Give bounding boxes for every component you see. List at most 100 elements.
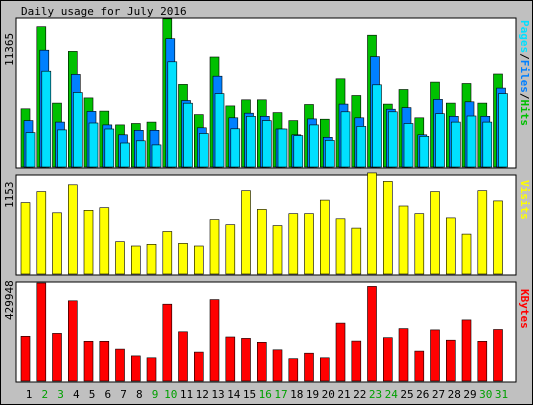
bar-kbytes-day-24 [382, 337, 393, 382]
x-label-day-19: 19 [306, 388, 319, 401]
bar-kbytes-day-4 [68, 300, 78, 382]
bar-visits-day-30 [477, 190, 488, 275]
x-label-day-15: 15 [243, 388, 256, 401]
bar-pages-day-5 [88, 122, 99, 168]
x-label-day-20: 20 [322, 388, 335, 401]
bar-visits-day-3 [52, 212, 62, 275]
bar-kbytes-day-11 [178, 331, 188, 382]
bar-pages-day-2 [41, 70, 52, 168]
bar-pages-day-31 [498, 93, 508, 168]
legend-pages: Pages [518, 20, 531, 53]
bar-kbytes-day-6 [99, 340, 110, 382]
bar-kbytes-day-12 [194, 351, 204, 382]
bar-pages-day-19 [309, 124, 319, 168]
bar-kbytes-day-13 [209, 299, 220, 382]
bar-visits-day-21 [335, 218, 346, 275]
bar-visits-day-12 [194, 245, 204, 275]
bar-kbytes-day-10 [162, 303, 173, 382]
bar-pages-day-7 [120, 142, 130, 168]
bar-kbytes-day-19 [304, 352, 314, 382]
hits-ymax-label: 11365 [3, 33, 16, 66]
bar-pages-day-15 [246, 116, 256, 168]
x-label-day-21: 21 [337, 388, 350, 401]
bar-pages-day-17 [277, 128, 288, 168]
bars-layer [20, 18, 508, 382]
bar-pages-day-11 [183, 102, 193, 168]
bar-pages-day-29 [466, 115, 477, 168]
bar-pages-day-12 [199, 133, 209, 168]
x-label-day-2: 2 [41, 388, 48, 401]
bar-pages-day-20 [324, 140, 335, 168]
bar-kbytes-day-17 [272, 349, 283, 382]
bar-pages-day-25 [403, 123, 414, 168]
bar-visits-day-1 [20, 202, 31, 275]
x-label-day-31: 31 [495, 388, 508, 401]
x-label-day-29: 29 [463, 388, 476, 401]
x-label-day-7: 7 [120, 388, 127, 401]
bar-pages-day-13 [214, 93, 225, 168]
bar-visits-day-15 [241, 190, 251, 275]
x-label-day-14: 14 [227, 388, 241, 401]
bar-pages-day-6 [104, 128, 115, 168]
x-label-day-4: 4 [73, 388, 80, 401]
bar-visits-day-14 [225, 224, 236, 275]
bar-kbytes-day-8 [131, 355, 141, 382]
bar-pages-day-26 [419, 136, 430, 168]
legend-top: Pages/Files/Hits [518, 20, 531, 126]
bar-visits-day-10 [162, 231, 173, 275]
bar-pages-day-30 [482, 121, 493, 168]
x-label-day-27: 27 [432, 388, 445, 401]
bar-kbytes-day-29 [461, 319, 472, 382]
bar-visits-day-2 [36, 191, 47, 275]
legend-kbytes: KBytes [518, 289, 531, 329]
bar-pages-day-10 [167, 61, 178, 168]
bar-pages-day-16 [261, 120, 272, 168]
bar-kbytes-day-16 [256, 341, 267, 382]
chart-title: Daily usage for July 2016 [21, 5, 187, 18]
x-label-day-25: 25 [400, 388, 413, 401]
bar-pages-day-23 [372, 84, 382, 168]
bar-visits-day-20 [319, 199, 330, 275]
bar-visits-day-22 [351, 227, 362, 275]
bar-visits-day-6 [99, 207, 110, 275]
x-axis-labels: 1 2 3 4 5 6 7 8 9 10 11 12 13 14 15 16 17 18 19 20 21 22 23 24 2… [26, 388, 508, 401]
visits-ymax-label: 1153 [3, 182, 16, 209]
x-label-day-26: 26 [416, 388, 429, 401]
bar-visits-day-24 [382, 181, 393, 275]
x-label-day-1: 1 [26, 388, 33, 401]
x-label-day-13: 13 [211, 388, 224, 401]
kbytes-ymax-label: 429948 [3, 280, 16, 320]
bar-pages-day-24 [387, 111, 398, 168]
bar-kbytes-day-2 [36, 282, 47, 382]
x-label-day-10: 10 [164, 388, 177, 401]
x-label-day-18: 18 [290, 388, 303, 401]
x-label-day-3: 3 [57, 388, 64, 401]
bar-kbytes-day-25 [398, 328, 409, 382]
x-label-day-5: 5 [89, 388, 96, 401]
bar-visits-day-11 [178, 243, 188, 275]
bar-pages-day-18 [293, 135, 304, 168]
bar-visits-day-26 [414, 213, 425, 275]
bar-visits-day-25 [398, 205, 409, 275]
x-label-day-9: 9 [152, 388, 159, 401]
legend-hits: Hits [518, 100, 531, 127]
legend-files: Files [518, 60, 531, 93]
bar-kbytes-day-23 [367, 286, 377, 382]
bar-pages-day-8 [136, 140, 146, 168]
bar-visits-day-23 [367, 172, 377, 275]
bar-visits-day-13 [209, 219, 220, 275]
bar-kbytes-day-3 [52, 333, 62, 382]
bar-kbytes-day-7 [115, 348, 125, 382]
x-label-day-23: 23 [369, 388, 382, 401]
x-label-day-24: 24 [385, 388, 399, 401]
bar-kbytes-day-26 [414, 350, 425, 382]
bar-visits-day-16 [256, 209, 267, 275]
bar-kbytes-day-28 [445, 339, 456, 382]
bar-kbytes-day-21 [335, 322, 346, 382]
bar-pages-day-1 [25, 132, 36, 168]
bar-visits-day-31 [493, 200, 503, 275]
x-label-day-28: 28 [448, 388, 461, 401]
bar-pages-day-28 [450, 121, 461, 168]
x-label-day-22: 22 [353, 388, 366, 401]
